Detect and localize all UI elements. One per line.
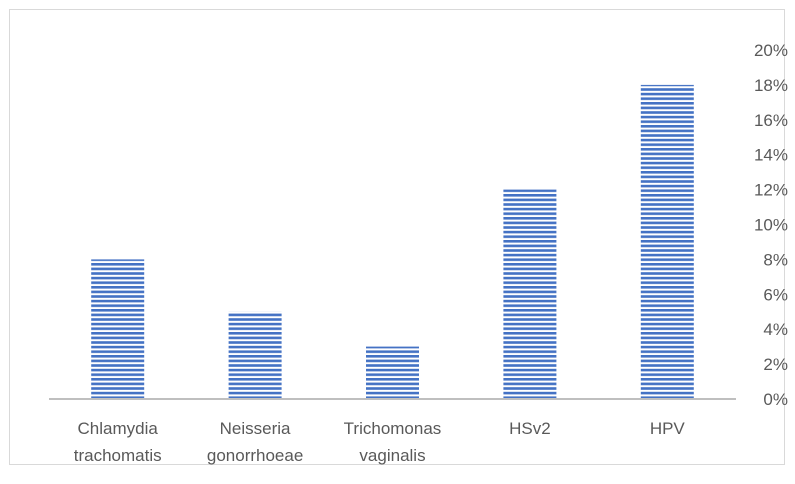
x-category-label: Chlamydia trachomatis	[74, 419, 162, 465]
bar-chlamydia-trachomatis	[91, 259, 145, 399]
bar-chart: 0% 2% 4% 6% 8% 10% 12% 14% 16% 18% 20% Chlamydia tr…	[49, 41, 788, 465]
bars-layer	[91, 84, 694, 400]
y-tick-label: 14%	[754, 146, 788, 165]
y-tick-label: 4%	[763, 320, 788, 339]
bar-neisseria-gonorrhoeae	[228, 311, 282, 400]
x-category-label: Trichomonas vaginalis	[344, 419, 442, 465]
y-tick-label: 12%	[754, 181, 788, 200]
y-tick-label: 2%	[763, 355, 788, 374]
x-category-label: Neisseria gonorrhoeae	[207, 419, 303, 465]
y-tick-label: 18%	[754, 76, 788, 95]
x-category-label: HSv2	[509, 419, 551, 438]
x-axis-category-labels: Chlamydia trachomatis Neisseria gonorrhoeae…	[74, 419, 686, 465]
y-axis-tick-labels: 0% 2% 4% 6% 8% 10% 12% 14% 16% 18% 20%	[754, 41, 788, 409]
y-tick-label: 0%	[763, 390, 788, 409]
y-tick-label: 20%	[754, 41, 788, 60]
bar-hsv2	[503, 189, 557, 399]
bar-trichomonas-vaginalis	[366, 346, 419, 399]
chart-area: 0% 2% 4% 6% 8% 10% 12% 14% 16% 18% 20% Chlamydia tr…	[9, 9, 788, 465]
bar-hpv	[640, 84, 694, 400]
y-tick-label: 10%	[754, 216, 788, 235]
x-category-label: HPV	[650, 419, 686, 438]
y-tick-label: 8%	[763, 250, 788, 269]
y-tick-label: 6%	[763, 285, 788, 304]
y-tick-label: 16%	[754, 111, 788, 130]
